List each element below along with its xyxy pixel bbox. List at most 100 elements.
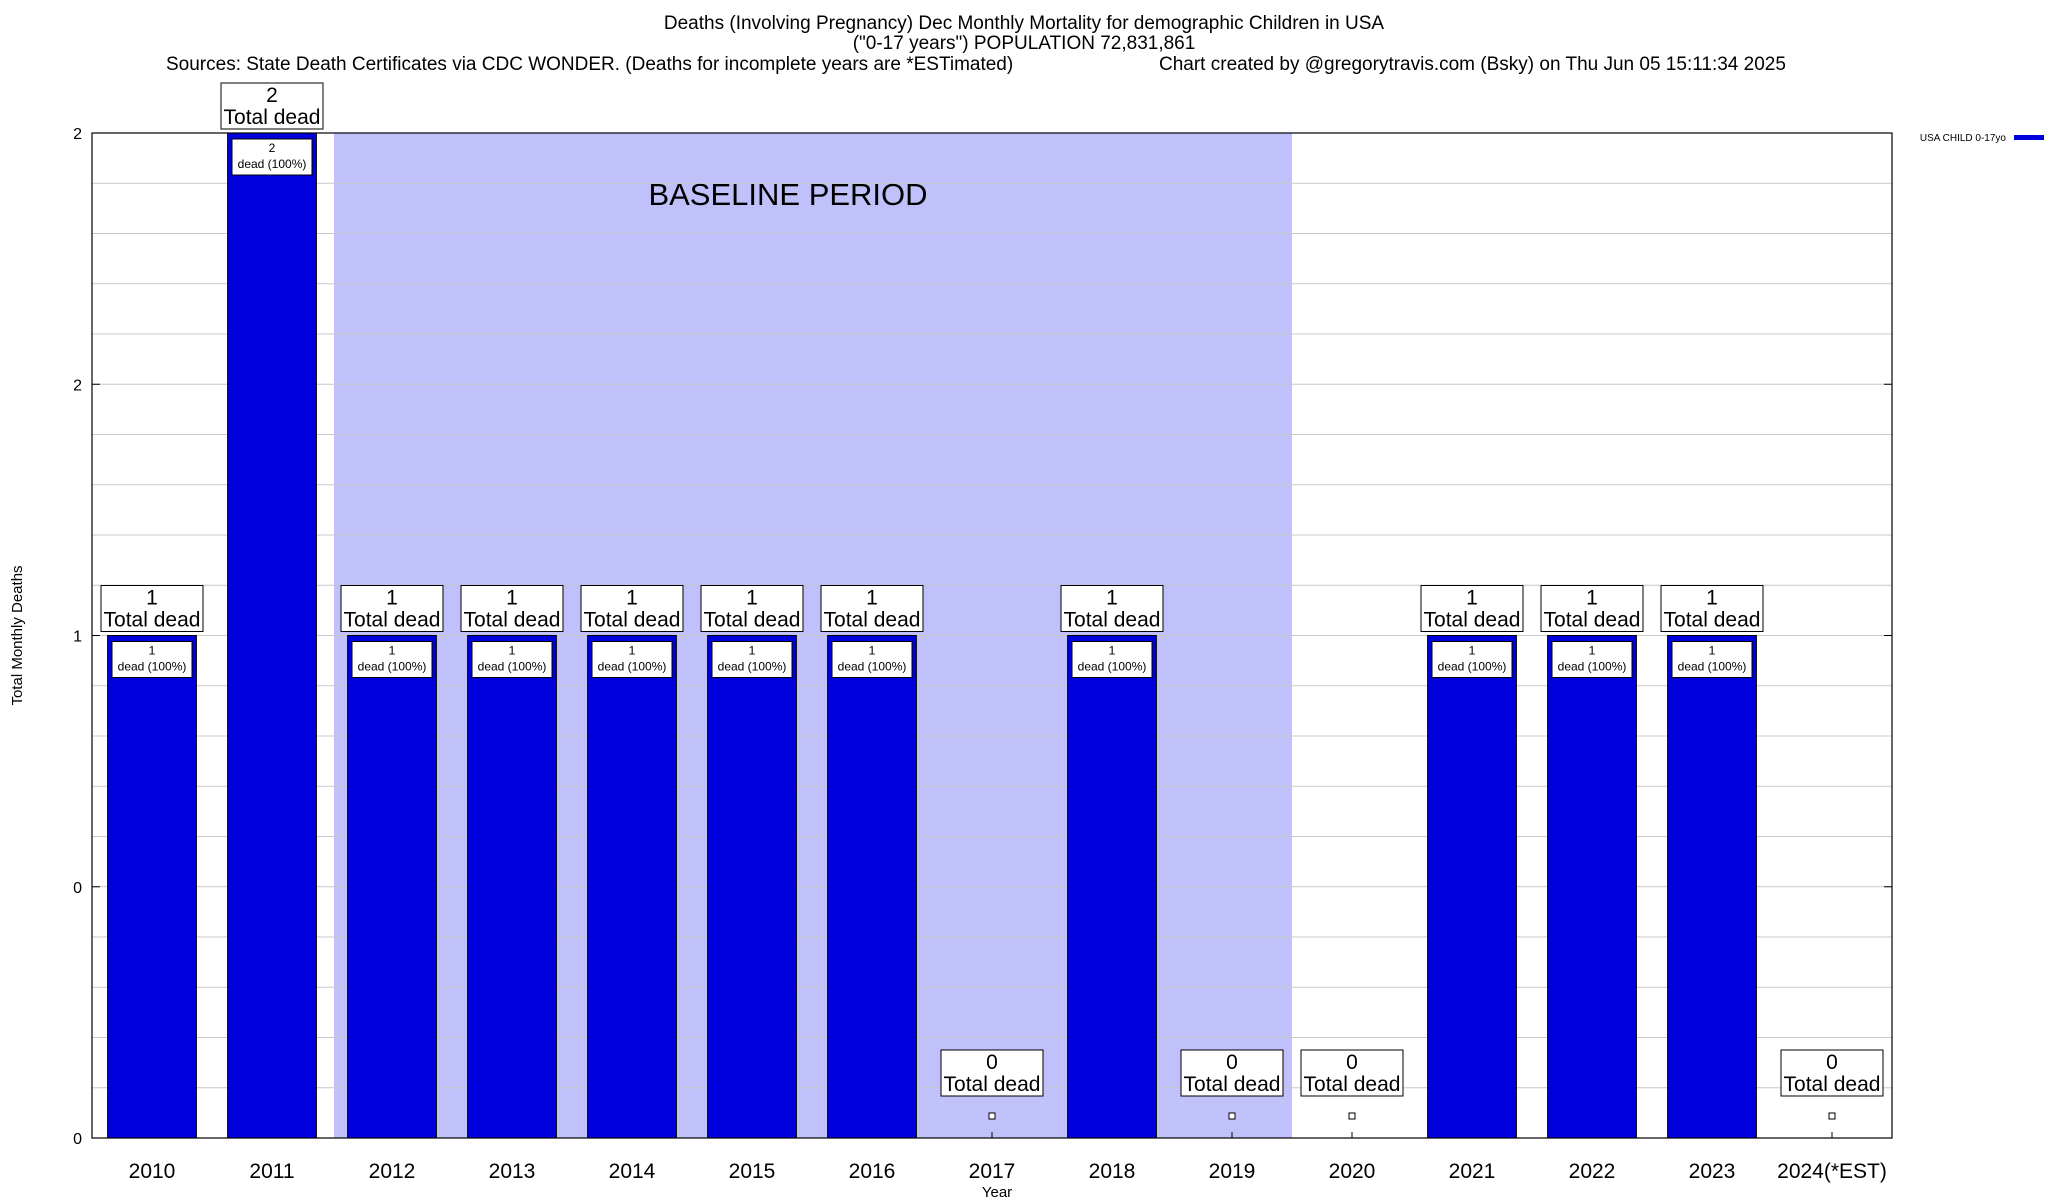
inner-label-text: dead (100%) — [118, 660, 187, 674]
total-label-box — [580, 585, 684, 632]
inner-label-value: 1 — [1469, 644, 1476, 658]
inner-label-value: 2 — [269, 141, 276, 155]
total-label-text: Total dead — [224, 106, 321, 129]
inner-label-text: dead (100%) — [238, 157, 307, 171]
bar — [1427, 635, 1517, 1139]
x-tick-label: 2011 — [249, 1160, 294, 1183]
y-tick-label: 1 — [73, 629, 82, 646]
x-tick-label: 2016 — [849, 1160, 896, 1183]
total-label-box — [1300, 1049, 1404, 1097]
x-tick-label: 2012 — [369, 1160, 416, 1183]
total-label-box — [1420, 585, 1524, 632]
x-tick-label: 2010 — [129, 1160, 176, 1183]
x-tick-label: 2021 — [1449, 1160, 1496, 1183]
total-label-value: 0 — [986, 1051, 998, 1074]
total-label-value: 1 — [1466, 587, 1478, 610]
total-label-value: 1 — [626, 587, 638, 610]
total-label-box — [700, 585, 804, 632]
total-label-box — [1060, 585, 1164, 632]
total-label-value: 0 — [1226, 1051, 1238, 1074]
total-label-text: Total dead — [704, 609, 801, 632]
bar — [107, 635, 197, 1139]
total-label-box — [220, 82, 324, 130]
bar — [347, 635, 437, 1139]
baseline-period-label: BASELINE PERIOD — [648, 177, 927, 212]
total-label-value: 1 — [146, 587, 158, 610]
chart-credit: Chart created by @gregorytravis.com (Bsk… — [1159, 54, 1786, 75]
inner-label-text: dead (100%) — [1558, 660, 1627, 674]
total-label-value: 1 — [1586, 587, 1598, 610]
inner-label-text: dead (100%) — [1678, 660, 1747, 674]
y-axis-label: Total Monthly Deaths — [9, 565, 26, 705]
legend-label: USA CHILD 0-17yo — [1920, 133, 2007, 144]
zero-marker — [1348, 1112, 1356, 1120]
y-tick-label: 2 — [73, 126, 82, 143]
total-label-box — [1540, 585, 1644, 632]
total-label-box — [820, 585, 924, 632]
total-label-text: Total dead — [464, 609, 561, 632]
total-label-box — [1780, 1049, 1884, 1097]
total-label-text: Total dead — [104, 609, 201, 632]
x-tick-label: 2013 — [489, 1160, 536, 1183]
x-axis-label: Year — [982, 1184, 1012, 1200]
bar — [1547, 635, 1637, 1139]
inner-label-value: 1 — [1709, 644, 1716, 658]
inner-label-box — [711, 641, 793, 678]
legend-swatch — [2014, 135, 2044, 140]
total-label-box — [100, 585, 204, 632]
inner-label-value: 1 — [389, 644, 396, 658]
x-tick-label: 2023 — [1689, 1160, 1736, 1183]
inner-label-text: dead (100%) — [478, 660, 547, 674]
inner-label-value: 1 — [749, 644, 756, 658]
inner-label-text: dead (100%) — [598, 660, 667, 674]
inner-label-box — [351, 641, 433, 678]
inner-label-text: dead (100%) — [718, 660, 787, 674]
x-tick-label: 2017 — [969, 1160, 1016, 1183]
y-tick-label: 2 — [73, 377, 82, 394]
inner-label-box — [831, 641, 913, 678]
total-label-text: Total dead — [1304, 1073, 1401, 1096]
total-label-value: 1 — [506, 587, 518, 610]
total-label-box — [1180, 1049, 1284, 1097]
inner-label-box — [231, 138, 313, 176]
bar — [707, 635, 797, 1139]
inner-label-value: 1 — [149, 644, 156, 658]
zero-marker — [988, 1112, 996, 1120]
inner-label-box — [1431, 641, 1513, 678]
inner-label-value: 1 — [509, 644, 516, 658]
total-label-box — [1660, 585, 1764, 632]
total-label-value: 1 — [746, 587, 758, 610]
inner-label-text: dead (100%) — [358, 660, 427, 674]
inner-label-text: dead (100%) — [1438, 660, 1507, 674]
total-label-text: Total dead — [1544, 609, 1641, 632]
x-tick-label: 2019 — [1209, 1160, 1256, 1183]
inner-label-value: 1 — [869, 644, 876, 658]
inner-label-value: 1 — [629, 644, 636, 658]
total-label-text: Total dead — [1784, 1073, 1881, 1096]
inner-label-box — [111, 641, 193, 678]
total-label-text: Total dead — [944, 1073, 1041, 1096]
zero-marker — [1828, 1112, 1836, 1120]
total-label-box — [460, 585, 564, 632]
bar — [1067, 635, 1157, 1139]
inner-label-text: dead (100%) — [838, 660, 907, 674]
bar — [227, 132, 317, 1139]
inner-label-box — [591, 641, 673, 678]
zero-marker — [1228, 1112, 1236, 1120]
total-label-text: Total dead — [1664, 609, 1761, 632]
x-tick-label: 2015 — [729, 1160, 776, 1183]
total-label-box — [940, 1049, 1044, 1097]
x-tick-label: 2024(*EST) — [1777, 1160, 1887, 1183]
inner-label-box — [1671, 641, 1753, 678]
bar — [467, 635, 557, 1139]
plot-frame — [91, 132, 1893, 1139]
total-label-value: 1 — [866, 587, 878, 610]
chart-subtitle: ("0-17 years") POPULATION 72,831,861 — [852, 33, 1196, 54]
chart-title: Deaths (Involving Pregnancy) Dec Monthly… — [663, 13, 1385, 34]
x-tick-label: 2014 — [609, 1160, 656, 1183]
total-label-value: 0 — [1826, 1051, 1838, 1074]
y-tick-label: 0 — [73, 880, 82, 897]
total-label-text: Total dead — [1184, 1073, 1281, 1096]
total-label-text: Total dead — [584, 609, 681, 632]
